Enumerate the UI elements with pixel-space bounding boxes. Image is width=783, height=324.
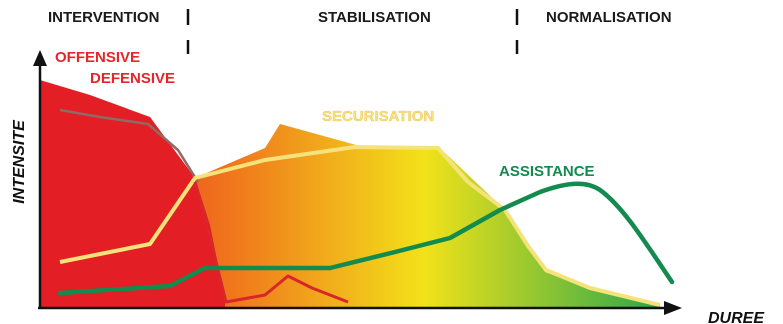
- securisation-curve: [59, 145, 661, 307]
- y-axis-arrow: [33, 50, 47, 66]
- defensive-label: DEFENSIVE: [90, 70, 175, 87]
- y-axis-label: INTENSITE: [11, 119, 28, 204]
- assistance-label: ASSISTANCE: [499, 163, 595, 180]
- securisation-label: SECURISATION: [322, 108, 434, 125]
- defensive-curve: [59, 108, 200, 183]
- assistance-curve: [57, 181, 675, 296]
- phase-label-normalisation: NORMALISATION: [546, 9, 672, 26]
- offensive-area: [40, 80, 225, 307]
- x-axis-label: DUREE: [708, 310, 765, 324]
- phase-label-intervention: INTERVENTION: [48, 9, 159, 26]
- phase-label-stabilisation: STABILISATION: [318, 9, 431, 26]
- x-axis-arrow: [664, 301, 682, 315]
- offensive-label: OFFENSIVE: [55, 49, 140, 66]
- offensive-curve: [193, 181, 349, 304]
